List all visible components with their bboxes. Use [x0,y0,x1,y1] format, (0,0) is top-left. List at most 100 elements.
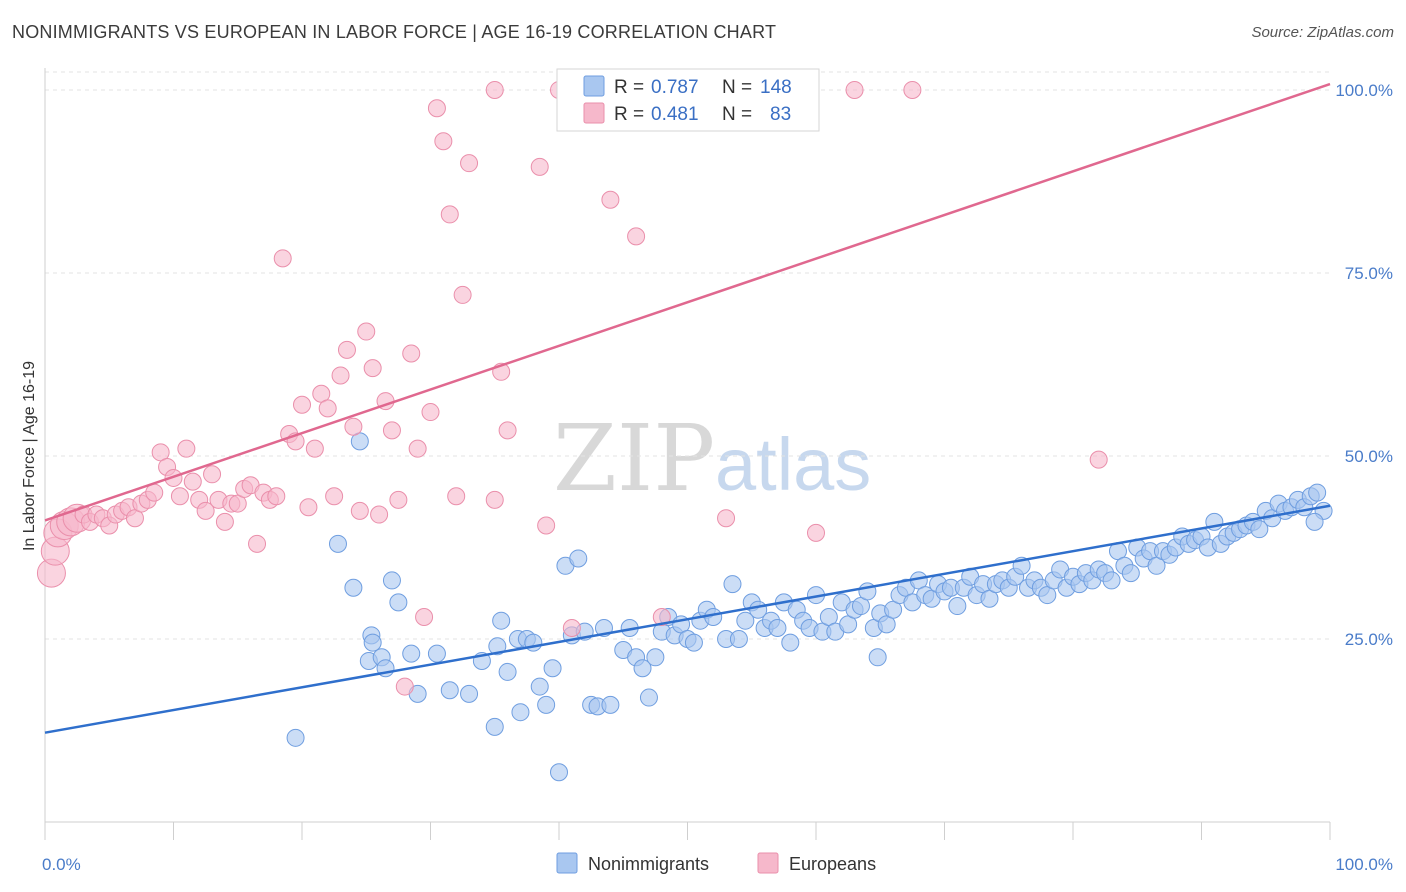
stats-n-label-europeans: N = [722,104,752,125]
point-europeans-62 [434,132,453,151]
point-europeans-81 [903,80,922,99]
trend-line-europeans [44,82,1331,522]
point-nonimmigrants-36 [601,695,620,714]
point-nonimmigrants-145 [1308,483,1327,502]
stats-r-label-nonimmigrants: R = [614,77,644,98]
point-europeans-37 [273,249,292,268]
point-europeans-82 [1089,450,1108,469]
point-europeans-71 [537,516,556,535]
trend-lines [44,82,1331,734]
point-nonimmigrants-10 [389,593,408,612]
point-europeans-60 [421,403,440,422]
points-europeans [36,80,1108,696]
point-nonimmigrants-6 [363,633,382,652]
point-europeans-57 [402,344,421,363]
point-europeans-22 [177,439,196,458]
points-nonimmigrants [286,432,1333,782]
point-nonimmigrants-76 [868,648,887,667]
stats-r-value-nonimmigrants: 0.787 [651,77,699,98]
legend-swatch-nonimmigrants [556,852,578,874]
point-europeans-69 [498,421,517,440]
point-europeans-21 [170,487,189,506]
point-nonimmigrants-14 [440,681,459,700]
point-nonimmigrants-136 [1250,520,1269,539]
point-nonimmigrants-2 [328,534,347,553]
point-nonimmigrants-48 [684,633,703,652]
point-europeans-25 [196,501,215,520]
point-nonimmigrants-55 [736,611,755,630]
point-europeans-40 [293,395,311,414]
point-europeans-36 [267,487,286,506]
point-nonimmigrants-113 [1102,571,1121,590]
point-nonimmigrants-9 [382,571,401,590]
point-europeans-49 [350,501,369,520]
x-tick-label-min: 0.0% [42,855,81,874]
point-europeans-42 [305,439,324,458]
point-europeans-83 [485,80,504,99]
point-europeans-26 [203,465,222,484]
y-tick-label-25: 25.0% [1345,630,1393,649]
point-nonimmigrants-15 [460,684,479,703]
point-nonimmigrants-147 [1305,512,1324,531]
stats-box: R = 0.787 N = 148 R = 0.481 N = 83 [556,68,820,132]
axes: 0.0% 100.0% [42,68,1393,874]
point-europeans-23 [183,472,202,491]
point-europeans-77 [652,608,671,627]
point-europeans-61 [427,99,446,118]
y-axis-label: In Labor Force | Age 16-19 [21,361,38,551]
point-nonimmigrants-89 [948,597,967,616]
grid-lines: 25.0% 50.0% 75.0% 100.0% [45,71,1393,649]
point-europeans-41 [299,498,318,517]
point-nonimmigrants-1 [344,578,363,597]
y-tick-label-100: 100.0% [1335,81,1393,100]
point-nonimmigrants-54 [729,629,748,648]
point-nonimmigrants-20 [498,662,517,681]
point-nonimmigrants-60 [768,619,787,638]
point-europeans-33 [248,534,267,553]
point-europeans-47 [337,340,356,359]
y-tick-label-50: 50.0% [1345,447,1393,466]
point-nonimmigrants-26 [537,695,556,714]
point-europeans-75 [601,190,620,209]
stats-r-value-europeans: 0.481 [651,104,699,125]
point-nonimmigrants-51 [704,608,723,627]
stats-swatch-europeans [583,102,605,124]
point-europeans-73 [562,619,581,638]
point-europeans-28 [215,512,234,531]
point-europeans-52 [370,505,389,524]
stats-n-value-nonimmigrants: 148 [760,77,792,98]
point-europeans-78 [717,509,736,528]
x-tick-label-max: 100.0% [1335,855,1393,874]
trend-line-nonimmigrants [44,504,1331,734]
watermark-atlas: atlas [715,423,871,506]
point-europeans-76 [627,227,646,246]
point-europeans-46 [331,366,350,385]
point-europeans-51 [363,359,382,378]
point-europeans-54 [382,421,401,440]
point-nonimmigrants-22 [511,703,530,722]
point-nonimmigrants-13 [427,644,446,663]
point-nonimmigrants-42 [646,648,665,667]
point-europeans-63 [440,205,459,224]
point-europeans-44 [318,399,337,418]
watermark: ZIP atlas [553,405,871,512]
point-nonimmigrants-28 [550,763,568,782]
point-europeans-66 [460,154,479,173]
point-nonimmigrants-40 [633,659,652,678]
point-europeans-64 [447,487,466,506]
stats-n-label-nonimmigrants: N = [722,77,752,98]
point-europeans-59 [415,608,434,627]
point-nonimmigrants-31 [569,549,588,568]
source-credit: Source: ZipAtlas.com [1251,24,1394,41]
legend-label-europeans: Europeans [789,854,876,874]
stats-n-value-europeans: 83 [770,104,791,125]
point-nonimmigrants-18 [488,637,507,656]
point-europeans-55 [389,490,408,509]
point-nonimmigrants-53 [723,575,742,594]
point-nonimmigrants-62 [781,633,800,652]
point-nonimmigrants-0 [286,728,305,747]
point-nonimmigrants-25 [530,677,549,696]
point-nonimmigrants-17 [485,717,504,736]
legend: Nonimmigrants Europeans [556,852,876,874]
y-tick-label-75: 75.0% [1345,264,1393,283]
